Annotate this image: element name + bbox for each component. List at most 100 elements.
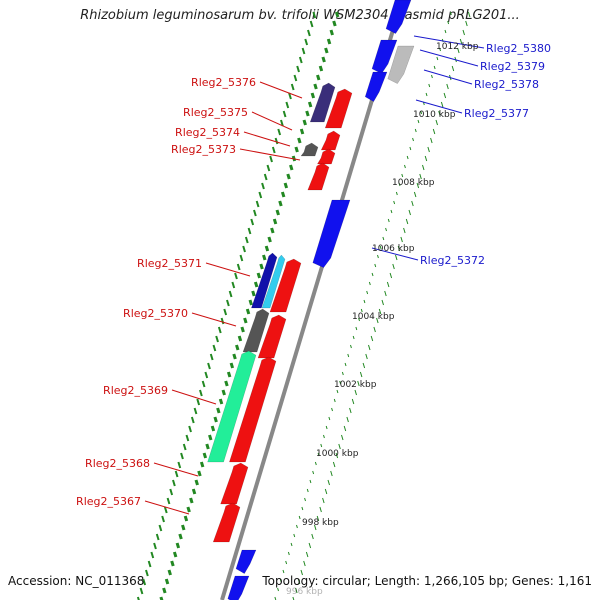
tick-mark	[427, 146, 430, 153]
tick-mark	[390, 209, 393, 214]
tick-mark	[314, 461, 317, 466]
tick-mark	[334, 11, 340, 18]
tick-mark	[433, 65, 436, 70]
tick-mark	[344, 362, 347, 367]
tick-mark	[229, 362, 235, 369]
scale-label: 1006 kbp	[372, 244, 415, 254]
tick-mark	[422, 164, 425, 171]
tick-mark	[271, 146, 276, 154]
tick-mark	[327, 479, 330, 486]
gene-rleg2-5376	[324, 88, 353, 129]
tick-mark	[190, 416, 195, 424]
tick-mark	[194, 479, 199, 486]
gene-label-rleg2_5371: Rleg2_5371	[137, 257, 202, 270]
tick-mark	[199, 389, 203, 397]
tick-mark	[242, 245, 246, 253]
gene-label-rleg2_5369: Rleg2_5369	[103, 384, 168, 397]
tick-mark	[155, 533, 160, 541]
gene-rleg2-5371	[269, 258, 302, 313]
tick-mark	[191, 488, 197, 495]
tick-mark	[331, 407, 333, 412]
tick-mark	[193, 407, 198, 415]
tick-mark	[314, 524, 317, 531]
tick-mark	[294, 146, 299, 153]
tick-mark	[439, 47, 441, 52]
tick-mark	[401, 173, 404, 178]
tick-mark	[237, 335, 243, 342]
tick-mark	[288, 92, 292, 100]
tick-mark	[280, 191, 286, 198]
tick-mark	[210, 425, 216, 432]
tick-mark	[286, 173, 291, 180]
tick-mark	[185, 434, 190, 442]
tick-mark	[316, 515, 320, 522]
tick-mark	[347, 353, 350, 358]
tick-mark	[235, 344, 240, 351]
tick-mark	[420, 110, 423, 115]
tick-mark	[180, 452, 184, 460]
tick-mark	[341, 371, 344, 376]
tick-mark	[397, 245, 401, 252]
tick-mark	[293, 74, 298, 82]
tick-mark	[172, 551, 178, 558]
label-leader-line	[243, 131, 291, 147]
gene-bottom-2	[227, 575, 250, 600]
gene-label-rleg2_5368: Rleg2_5368	[85, 457, 150, 470]
tick-mark	[217, 326, 222, 334]
tick-mark	[174, 470, 179, 478]
tick-mark	[236, 263, 241, 271]
tick-mark	[274, 137, 279, 145]
tick-mark	[145, 569, 149, 577]
tick-mark	[183, 515, 189, 522]
tick-mark	[269, 155, 273, 163]
gene-rleg2-5376-block	[309, 82, 336, 123]
tick-mark	[163, 506, 168, 514]
tick-mark	[447, 20, 450, 25]
accession-text: Accession: NC_011368	[8, 574, 145, 588]
tick-mark	[378, 308, 382, 315]
gene-label-rleg2_5367: Rleg2_5367	[76, 495, 141, 508]
tick-mark	[341, 434, 344, 441]
gene-label-rleg2_5377: Rleg2_5377	[464, 107, 529, 120]
tick-mark	[258, 191, 263, 199]
tick-mark	[368, 281, 371, 286]
tick-mark	[393, 200, 396, 205]
gene-label-rleg2_5374: Rleg2_5374	[175, 126, 240, 139]
tick-mark	[385, 227, 387, 232]
tick-mark	[287, 551, 290, 556]
tick-mark	[306, 488, 309, 493]
tick-mark	[283, 182, 289, 189]
tick-mark	[297, 578, 301, 585]
tick-mark	[220, 317, 225, 325]
gene-rleg2-5367	[212, 502, 241, 543]
tick-mark	[416, 182, 420, 189]
tick-mark	[169, 488, 174, 496]
tick-mark	[177, 461, 182, 469]
tick-mark	[189, 497, 194, 504]
tick-mark	[431, 74, 433, 79]
tick-mark	[430, 137, 433, 144]
label-leader-line	[251, 111, 293, 131]
tick-mark	[213, 416, 218, 423]
tick-mark	[386, 281, 390, 288]
tick-mark	[161, 515, 165, 523]
tick-mark	[308, 542, 312, 549]
gene-label-rleg2_5379: Rleg2_5379	[480, 60, 545, 73]
tick-mark	[371, 272, 374, 277]
gene-rleg2-5371-block-dark	[251, 252, 278, 309]
tick-mark	[199, 461, 205, 468]
gene-rleg2-5373	[307, 162, 330, 191]
tick-mark	[366, 290, 369, 295]
gene-label-rleg2_5370: Rleg2_5370	[123, 307, 188, 320]
tick-mark	[293, 533, 296, 538]
label-leader-line	[259, 81, 303, 99]
gene-features	[207, 0, 415, 600]
gene-rleg2-5368	[220, 462, 249, 505]
tick-mark	[392, 263, 395, 270]
tick-mark	[370, 335, 374, 342]
gene-rleg2-5375	[320, 130, 341, 151]
tick-mark	[417, 119, 420, 124]
tick-mark	[197, 470, 202, 477]
tick-marks	[136, 11, 471, 600]
